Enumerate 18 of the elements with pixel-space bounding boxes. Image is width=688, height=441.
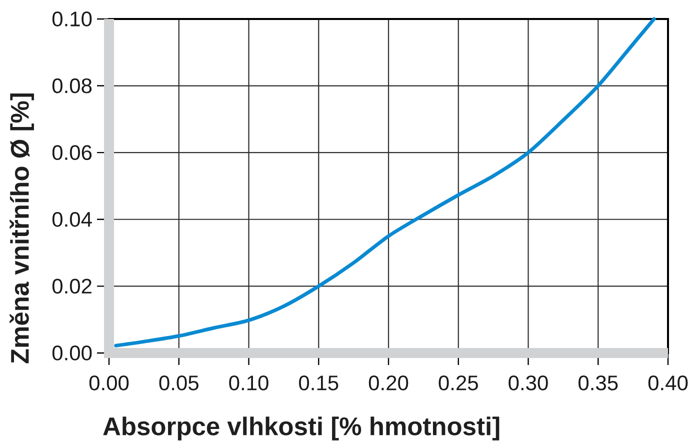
x-tick-label: 0.20: [368, 376, 408, 390]
y-tick-label: 0.02: [52, 278, 92, 294]
x-tick-label: 0.10: [229, 376, 268, 390]
x-tick-label: 0.40: [648, 376, 688, 390]
y-tick-label: 0.00: [52, 346, 92, 360]
x-tick-label: 0.15: [299, 376, 338, 390]
line-series: [114, 17, 656, 348]
x-tick-label: 0.30: [508, 376, 548, 390]
y-tick-label: 0.08: [52, 78, 92, 94]
y-tick-label: 0.04: [52, 212, 92, 227]
y-axis-title: Změna vnitřního Ø [%]: [10, 94, 34, 364]
x-tick-label: 0.05: [159, 376, 198, 390]
y-tick-label: 0.10: [52, 12, 92, 26]
y-tick-label: 0.06: [52, 145, 92, 160]
x-axis-title: Absorpce vlhkosti [% hmotnosti]: [103, 416, 500, 440]
x-tick-label: 0.00: [89, 376, 129, 390]
x-tick-label: 0.35: [578, 376, 618, 390]
x-tick-label: 0.25: [438, 376, 478, 390]
